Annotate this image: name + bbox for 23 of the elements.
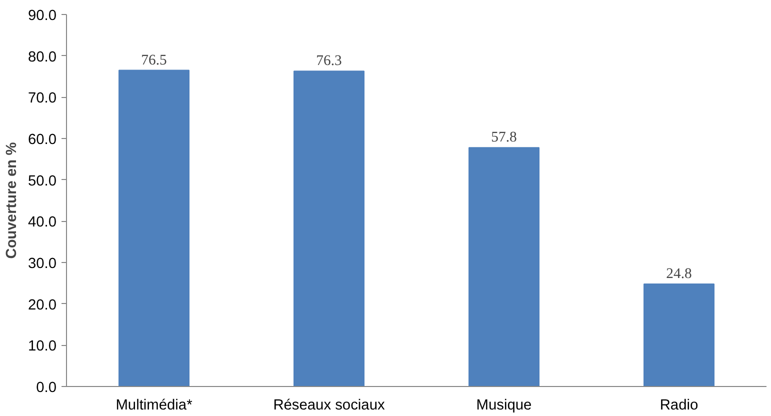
y-tick-label: 70.0 <box>28 90 57 107</box>
data-label: 24.8 <box>666 266 692 282</box>
y-tick-label: 0.0 <box>36 380 56 396</box>
x-tick-label: Réseaux sociaux <box>273 398 386 414</box>
x-tick-label: Radio <box>660 398 698 414</box>
data-label: 76.3 <box>316 53 342 70</box>
y-tick-label: 60.0 <box>28 132 57 148</box>
y-axis-title: Couverture en % <box>4 142 20 259</box>
y-tick-label: 50.0 <box>28 173 57 190</box>
data-label: 76.5 <box>141 52 167 68</box>
y-tick-label: 20.0 <box>28 297 57 314</box>
bar <box>118 70 190 386</box>
bar <box>294 70 364 386</box>
data-label: 57.8 <box>491 130 517 146</box>
y-tick-label: 90.0 <box>28 8 57 24</box>
y-tick-label: 80.0 <box>28 49 57 66</box>
bar <box>468 147 540 386</box>
y-tick-label: 40.0 <box>28 214 57 231</box>
x-tick-label: Musique <box>476 398 532 414</box>
bar <box>644 283 714 386</box>
x-tick-label: Multimédia* <box>116 398 193 414</box>
y-tick-label: 30.0 <box>28 256 57 272</box>
y-tick-label: 10.0 <box>28 338 57 355</box>
